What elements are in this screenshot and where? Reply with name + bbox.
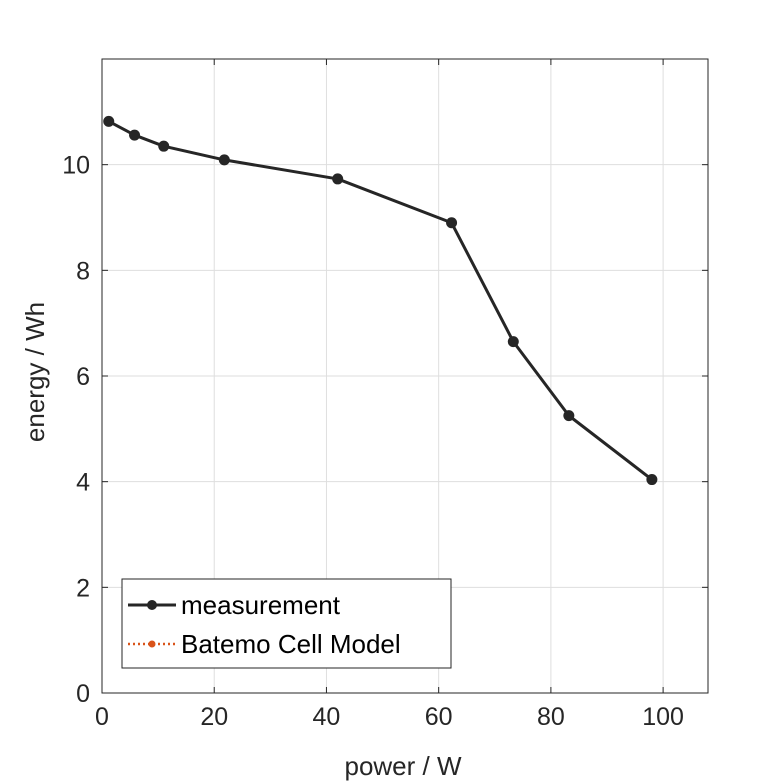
x-axis-label: power / W xyxy=(344,751,461,781)
y-axis-label: energy / Wh xyxy=(20,302,50,442)
data-point xyxy=(563,410,575,422)
data-point xyxy=(507,336,519,348)
x-tick-label: 20 xyxy=(200,703,228,731)
series-line-0 xyxy=(108,120,653,481)
y-tick-label: 6 xyxy=(76,363,90,391)
data-point xyxy=(446,217,458,229)
tick-marks xyxy=(101,59,708,694)
data-point xyxy=(158,140,170,152)
data-point xyxy=(332,173,344,185)
grid xyxy=(101,59,708,694)
x-tick-label: 100 xyxy=(642,703,684,731)
y-tick-label: 8 xyxy=(76,257,90,285)
y-tick-label: 0 xyxy=(76,680,90,708)
data-point xyxy=(218,154,230,166)
x-tick-label: 0 xyxy=(95,703,109,731)
y-tick-label: 2 xyxy=(76,574,90,602)
legend-entry-batemo-cell-model: Batemo Cell Model xyxy=(181,629,401,659)
legend[interactable]: measurement Batemo Cell Model xyxy=(121,578,452,669)
tick-labels: 0 20 40 60 80 100 0 2 4 6 8 10 xyxy=(62,152,684,731)
legend-box xyxy=(121,578,452,669)
legend-marker-batemo-cell-model xyxy=(148,640,156,648)
x-tick-label: 80 xyxy=(537,703,565,731)
y-tick-label: 10 xyxy=(62,152,90,180)
y-tick-label: 4 xyxy=(76,469,90,497)
data-point xyxy=(646,474,658,486)
series-layer xyxy=(103,115,658,486)
data-point xyxy=(103,115,115,127)
legend-marker-measurement xyxy=(147,600,157,610)
x-tick-label: 60 xyxy=(425,703,453,731)
data-point xyxy=(129,129,141,141)
x-tick-label: 40 xyxy=(313,703,341,731)
legend-entry-measurement: measurement xyxy=(181,590,341,620)
